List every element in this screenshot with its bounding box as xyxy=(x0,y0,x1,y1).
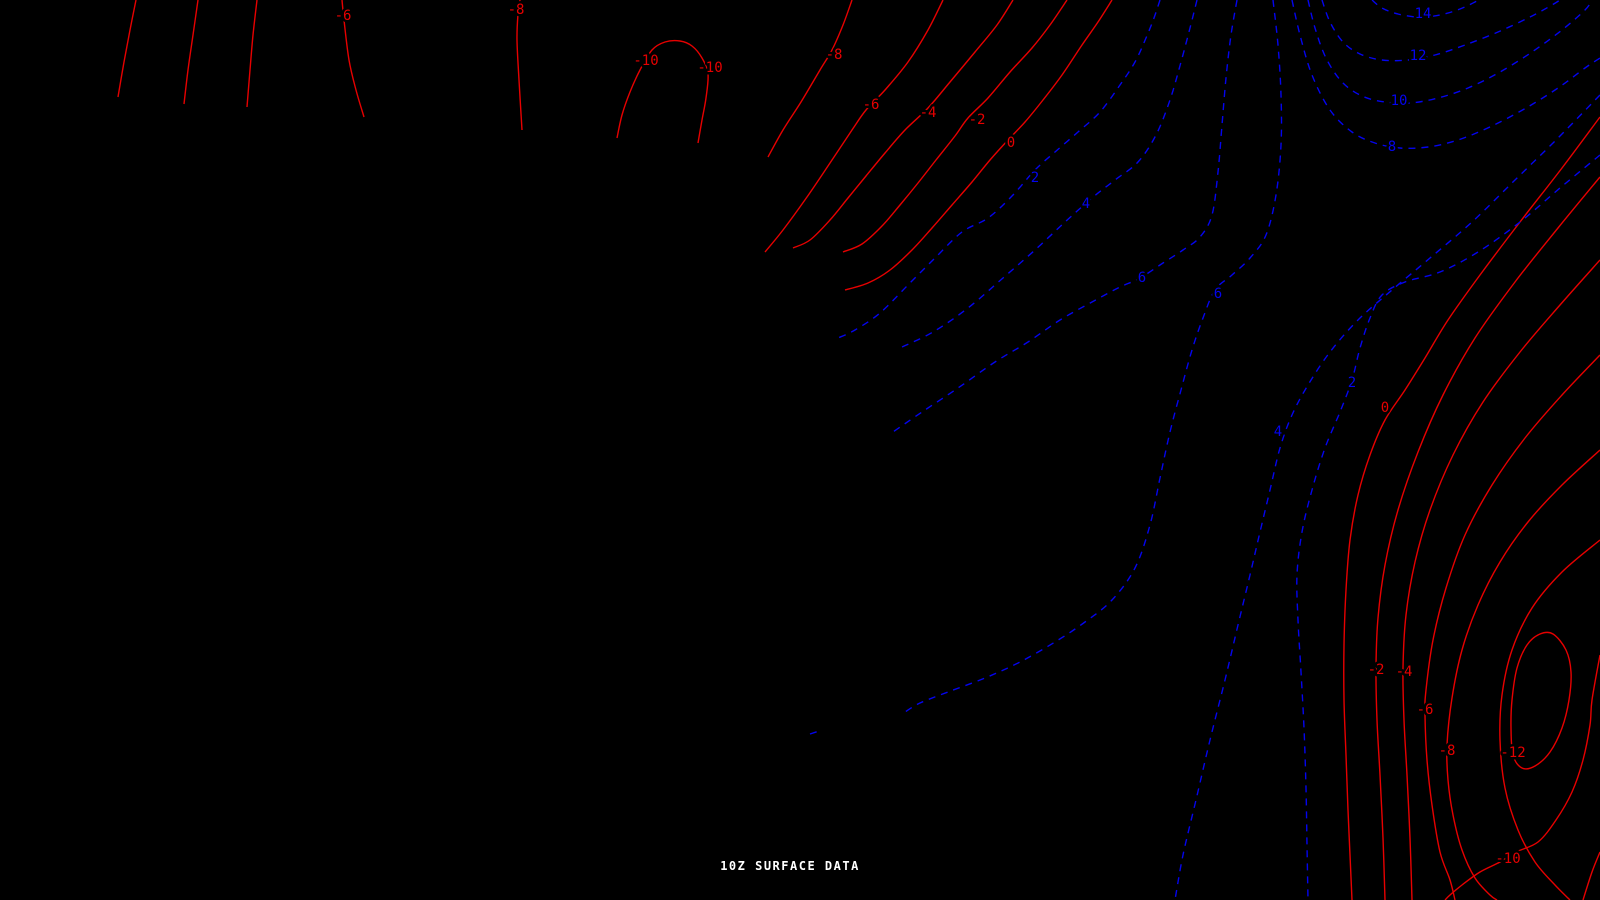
contour-label-red-diag-6: -6 xyxy=(863,97,880,113)
contour-red-right-m2 xyxy=(1375,176,1600,900)
contour-label-blue-6b: 6 xyxy=(1214,286,1222,302)
contour-label-red-right-m10: -10 xyxy=(1495,851,1520,867)
contour-label-red-hump-10: -10 xyxy=(697,60,722,76)
plot-title: 10Z SURFACE DATA xyxy=(720,859,860,873)
contour-red-corner xyxy=(1582,851,1600,900)
contour-label-blue-8: 8 xyxy=(1388,139,1396,155)
contour-label-blue-4b: 4 xyxy=(1274,424,1282,440)
contour-red-right-0 xyxy=(1343,116,1600,900)
contour-red-wrap xyxy=(1499,539,1600,900)
contour-lines-layer xyxy=(117,0,1600,900)
contour-label-red-right-m8: -8 xyxy=(1439,743,1456,759)
contour-label-red-hump-10: -10 xyxy=(633,53,658,69)
contour-red-diag-4 xyxy=(792,0,1014,249)
contour-label-blue-12: 12 xyxy=(1410,48,1427,64)
contour-label-blue-14: 14 xyxy=(1415,6,1432,22)
contour-blue-10 xyxy=(1307,0,1593,104)
contour-blue-6b xyxy=(904,0,1283,713)
contour-label-red-diag-8: -8 xyxy=(826,47,843,63)
contour-blue-12 xyxy=(1321,0,1561,62)
contour-red-right-m6 xyxy=(1424,354,1600,900)
contour-red-tl-3 xyxy=(246,0,258,108)
contour-label-blue-6a: 6 xyxy=(1138,270,1146,286)
contour-blue-4a xyxy=(901,0,1198,348)
contour-blue-6b-tail xyxy=(809,729,823,735)
contour-label-red-oval-m12: -12 xyxy=(1500,745,1525,761)
contour-red-diag-2 xyxy=(842,0,1068,253)
contour-label-red-diag-2: -2 xyxy=(969,112,986,128)
contour-labels-layer: -6 -8 -10 -10 -8 -6 -4 -2 0 0 -2 -4 -6 -8 -10 -12 2 4 6 6 2 4… xyxy=(332,0,1528,870)
contour-red-diag-0 xyxy=(844,0,1113,291)
contour-red-diag-8 xyxy=(767,0,853,158)
contour-blue-6a xyxy=(892,0,1238,433)
contour-label-blue-2b: 2 xyxy=(1348,375,1356,391)
contour-label-red-tl-5: -8 xyxy=(508,2,525,18)
contour-label-red-right-0: 0 xyxy=(1381,400,1389,416)
contour-blue-4b xyxy=(1174,94,1600,900)
contour-blue-8 xyxy=(1291,0,1600,150)
contour-red-right-m10 xyxy=(1444,654,1600,900)
contour-label-red-right-m2: -2 xyxy=(1368,662,1385,678)
contour-blue-2b xyxy=(1296,154,1600,900)
contour-red-tl-4 xyxy=(341,0,365,118)
contour-label-blue-10: 10 xyxy=(1391,93,1408,109)
contour-red-oval-m12 xyxy=(1510,631,1572,770)
contour-label-blue-2a: 2 xyxy=(1031,170,1039,186)
contour-label-blue-4a: 4 xyxy=(1082,196,1090,212)
contour-label-red-diag-0: 0 xyxy=(1007,135,1015,151)
contour-label-red-right-m4: -4 xyxy=(1396,664,1413,680)
contour-red-hump-10 xyxy=(616,39,709,144)
contour-blue-14 xyxy=(1371,0,1479,18)
contour-red-diag-6 xyxy=(764,0,944,253)
contour-label-red-right-m6: -6 xyxy=(1417,702,1434,718)
contour-label-red-tl-4: -6 xyxy=(335,8,352,24)
contour-red-right-m4 xyxy=(1402,259,1600,900)
contour-red-tl-2 xyxy=(183,0,199,105)
contour-label-red-diag-4: -4 xyxy=(920,105,937,121)
contour-red-tl-1 xyxy=(117,0,137,98)
contour-red-tl-5 xyxy=(516,0,523,131)
